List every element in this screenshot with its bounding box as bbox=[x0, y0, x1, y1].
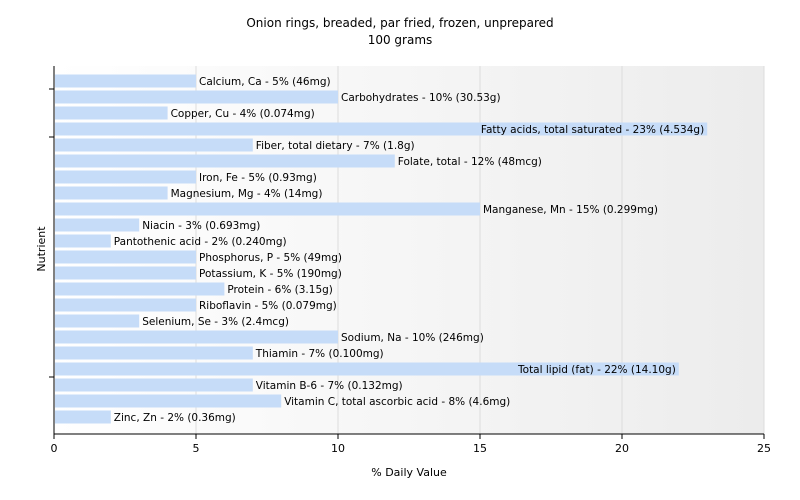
bar-label: Niacin - 3% (0.693mg) bbox=[142, 220, 260, 232]
axes: 0 5 10 15 20 25 bbox=[49, 66, 771, 455]
bar-label: Phosphorus, P - 5% (49mg) bbox=[199, 252, 342, 264]
x-tick-label: 25 bbox=[757, 442, 771, 455]
bar bbox=[55, 106, 168, 120]
bar-label: Folate, total - 12% (48mcg) bbox=[398, 156, 542, 168]
bar-label: Manganese, Mn - 15% (0.299mg) bbox=[483, 204, 658, 216]
bar-label: Thiamin - 7% (0.100mg) bbox=[255, 348, 384, 360]
bar-label: Fatty acids, total saturated - 23% (4.53… bbox=[481, 124, 704, 136]
bar bbox=[55, 74, 196, 88]
bar bbox=[55, 186, 168, 200]
bar-label: Iron, Fe - 5% (0.93mg) bbox=[199, 172, 317, 184]
bar bbox=[55, 122, 708, 136]
bar bbox=[55, 218, 140, 232]
bar-label: Fiber, total dietary - 7% (1.8g) bbox=[256, 140, 415, 152]
bar bbox=[55, 138, 253, 152]
bar bbox=[55, 170, 196, 184]
chart-subtitle: 100 grams bbox=[368, 33, 433, 47]
bar-label: Selenium, Se - 3% (2.4mcg) bbox=[142, 316, 289, 328]
bar bbox=[55, 378, 253, 392]
x-tick-label: 15 bbox=[473, 442, 487, 455]
x-tick-label: 0 bbox=[51, 442, 58, 455]
bar bbox=[55, 234, 111, 248]
bar bbox=[55, 90, 338, 104]
bar-label: Vitamin B-6 - 7% (0.132mg) bbox=[256, 380, 403, 392]
bar-label: Magnesium, Mg - 4% (14mg) bbox=[171, 188, 323, 200]
x-axis-label: % Daily Value bbox=[371, 466, 447, 479]
bars-group: Calcium, Ca - 5% (46mg) Carbohydrates - 1… bbox=[55, 74, 708, 424]
bar-label: Vitamin C, total ascorbic acid - 8% (4.6… bbox=[284, 396, 510, 408]
y-axis-label: Nutrient bbox=[35, 226, 48, 272]
bar bbox=[55, 394, 282, 408]
bar bbox=[55, 410, 111, 424]
bar-label: Total lipid (fat) - 22% (14.10g) bbox=[517, 364, 676, 376]
bar bbox=[55, 250, 196, 264]
x-tick-label: 20 bbox=[615, 442, 629, 455]
bar bbox=[55, 330, 338, 344]
bar-label: Sodium, Na - 10% (246mg) bbox=[341, 332, 484, 344]
bar bbox=[55, 298, 196, 312]
chart-title: Onion rings, breaded, par fried, frozen,… bbox=[246, 16, 553, 30]
bar bbox=[55, 282, 225, 296]
bar-label: Carbohydrates - 10% (30.53g) bbox=[341, 92, 501, 104]
bar bbox=[55, 154, 395, 168]
bar-label: Riboflavin - 5% (0.079mg) bbox=[199, 300, 337, 312]
bar bbox=[55, 362, 679, 376]
x-tick-label: 10 bbox=[331, 442, 345, 455]
bar-label: Calcium, Ca - 5% (46mg) bbox=[199, 76, 331, 88]
bar-label: Protein - 6% (3.15g) bbox=[227, 284, 333, 296]
bar bbox=[55, 266, 196, 280]
bar-label: Potassium, K - 5% (190mg) bbox=[199, 268, 342, 280]
bar-label: Zinc, Zn - 2% (0.36mg) bbox=[114, 412, 236, 424]
bar-label: Copper, Cu - 4% (0.074mg) bbox=[171, 108, 315, 120]
x-tick-label: 5 bbox=[193, 442, 200, 455]
bar bbox=[55, 202, 480, 216]
bar bbox=[55, 314, 140, 328]
bar bbox=[55, 346, 253, 360]
bar-label: Pantothenic acid - 2% (0.240mg) bbox=[114, 236, 287, 248]
